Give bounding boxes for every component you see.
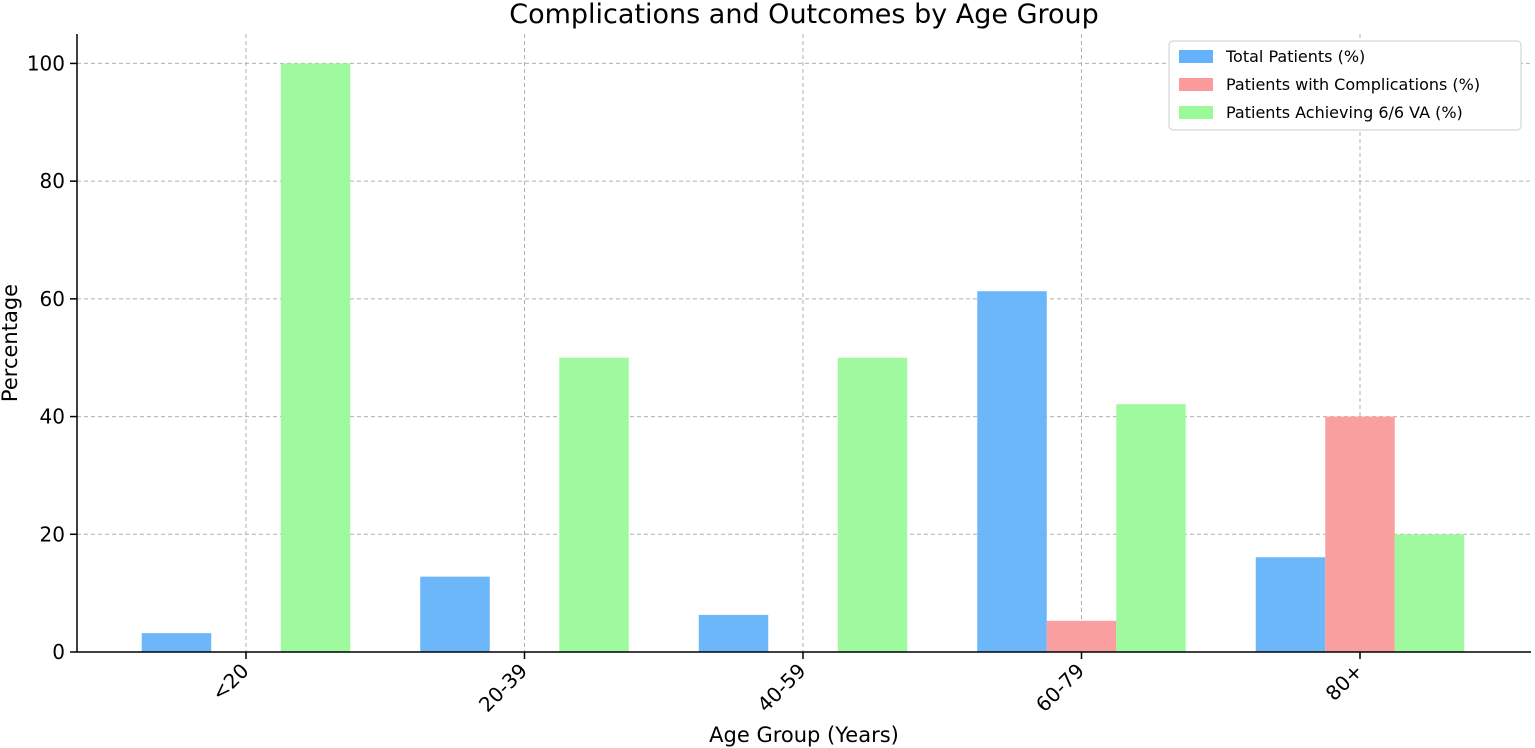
y-tick-label: 0 — [52, 640, 65, 664]
grid — [77, 34, 1531, 652]
x-tick-label: 60-79 — [1031, 659, 1089, 717]
bar — [141, 633, 212, 652]
x-ticks: <20 20-39 40-59 60-79 80+ — [207, 652, 1368, 717]
bar — [559, 357, 629, 652]
bar — [1046, 620, 1117, 652]
bar — [1255, 557, 1326, 652]
axes — [76, 34, 1531, 653]
y-tick-label: 100 — [27, 51, 65, 75]
y-axis-label: Percentage — [0, 284, 22, 402]
x-tick-label: 40-59 — [752, 659, 810, 717]
bar — [1325, 416, 1395, 652]
bars — [141, 63, 1465, 652]
bar — [977, 291, 1047, 652]
y-tick-label: 80 — [40, 169, 65, 193]
legend-label: Total Patients (%) — [1225, 47, 1365, 66]
bar — [837, 357, 908, 652]
y-tick-label: 60 — [40, 287, 65, 311]
legend-label: Patients with Complications (%) — [1226, 75, 1480, 94]
legend-frame — [1168, 40, 1522, 131]
x-tick-label: 20-39 — [474, 659, 532, 717]
chart-title: Complications and Outcomes by Age Group — [509, 0, 1099, 30]
y-tick-label: 20 — [40, 522, 65, 546]
y-ticks: 0 20 40 60 80 100 — [27, 51, 77, 664]
x-tick-label: <20 — [207, 659, 254, 706]
legend: Total Patients (%) Patients with Complica… — [1168, 40, 1522, 131]
legend-label: Patients Achieving 6/6 VA (%) — [1226, 103, 1463, 122]
x-tick-label: 80+ — [1321, 659, 1368, 706]
legend-swatch — [1179, 50, 1213, 63]
bar — [1394, 534, 1465, 652]
bar — [420, 576, 490, 652]
bar — [1116, 404, 1186, 652]
legend-swatch — [1179, 78, 1213, 91]
x-axis-label: Age Group (Years) — [709, 723, 899, 747]
y-tick-label: 40 — [40, 405, 65, 429]
bar — [698, 614, 769, 652]
bar — [280, 63, 351, 652]
legend-swatch — [1179, 106, 1213, 119]
